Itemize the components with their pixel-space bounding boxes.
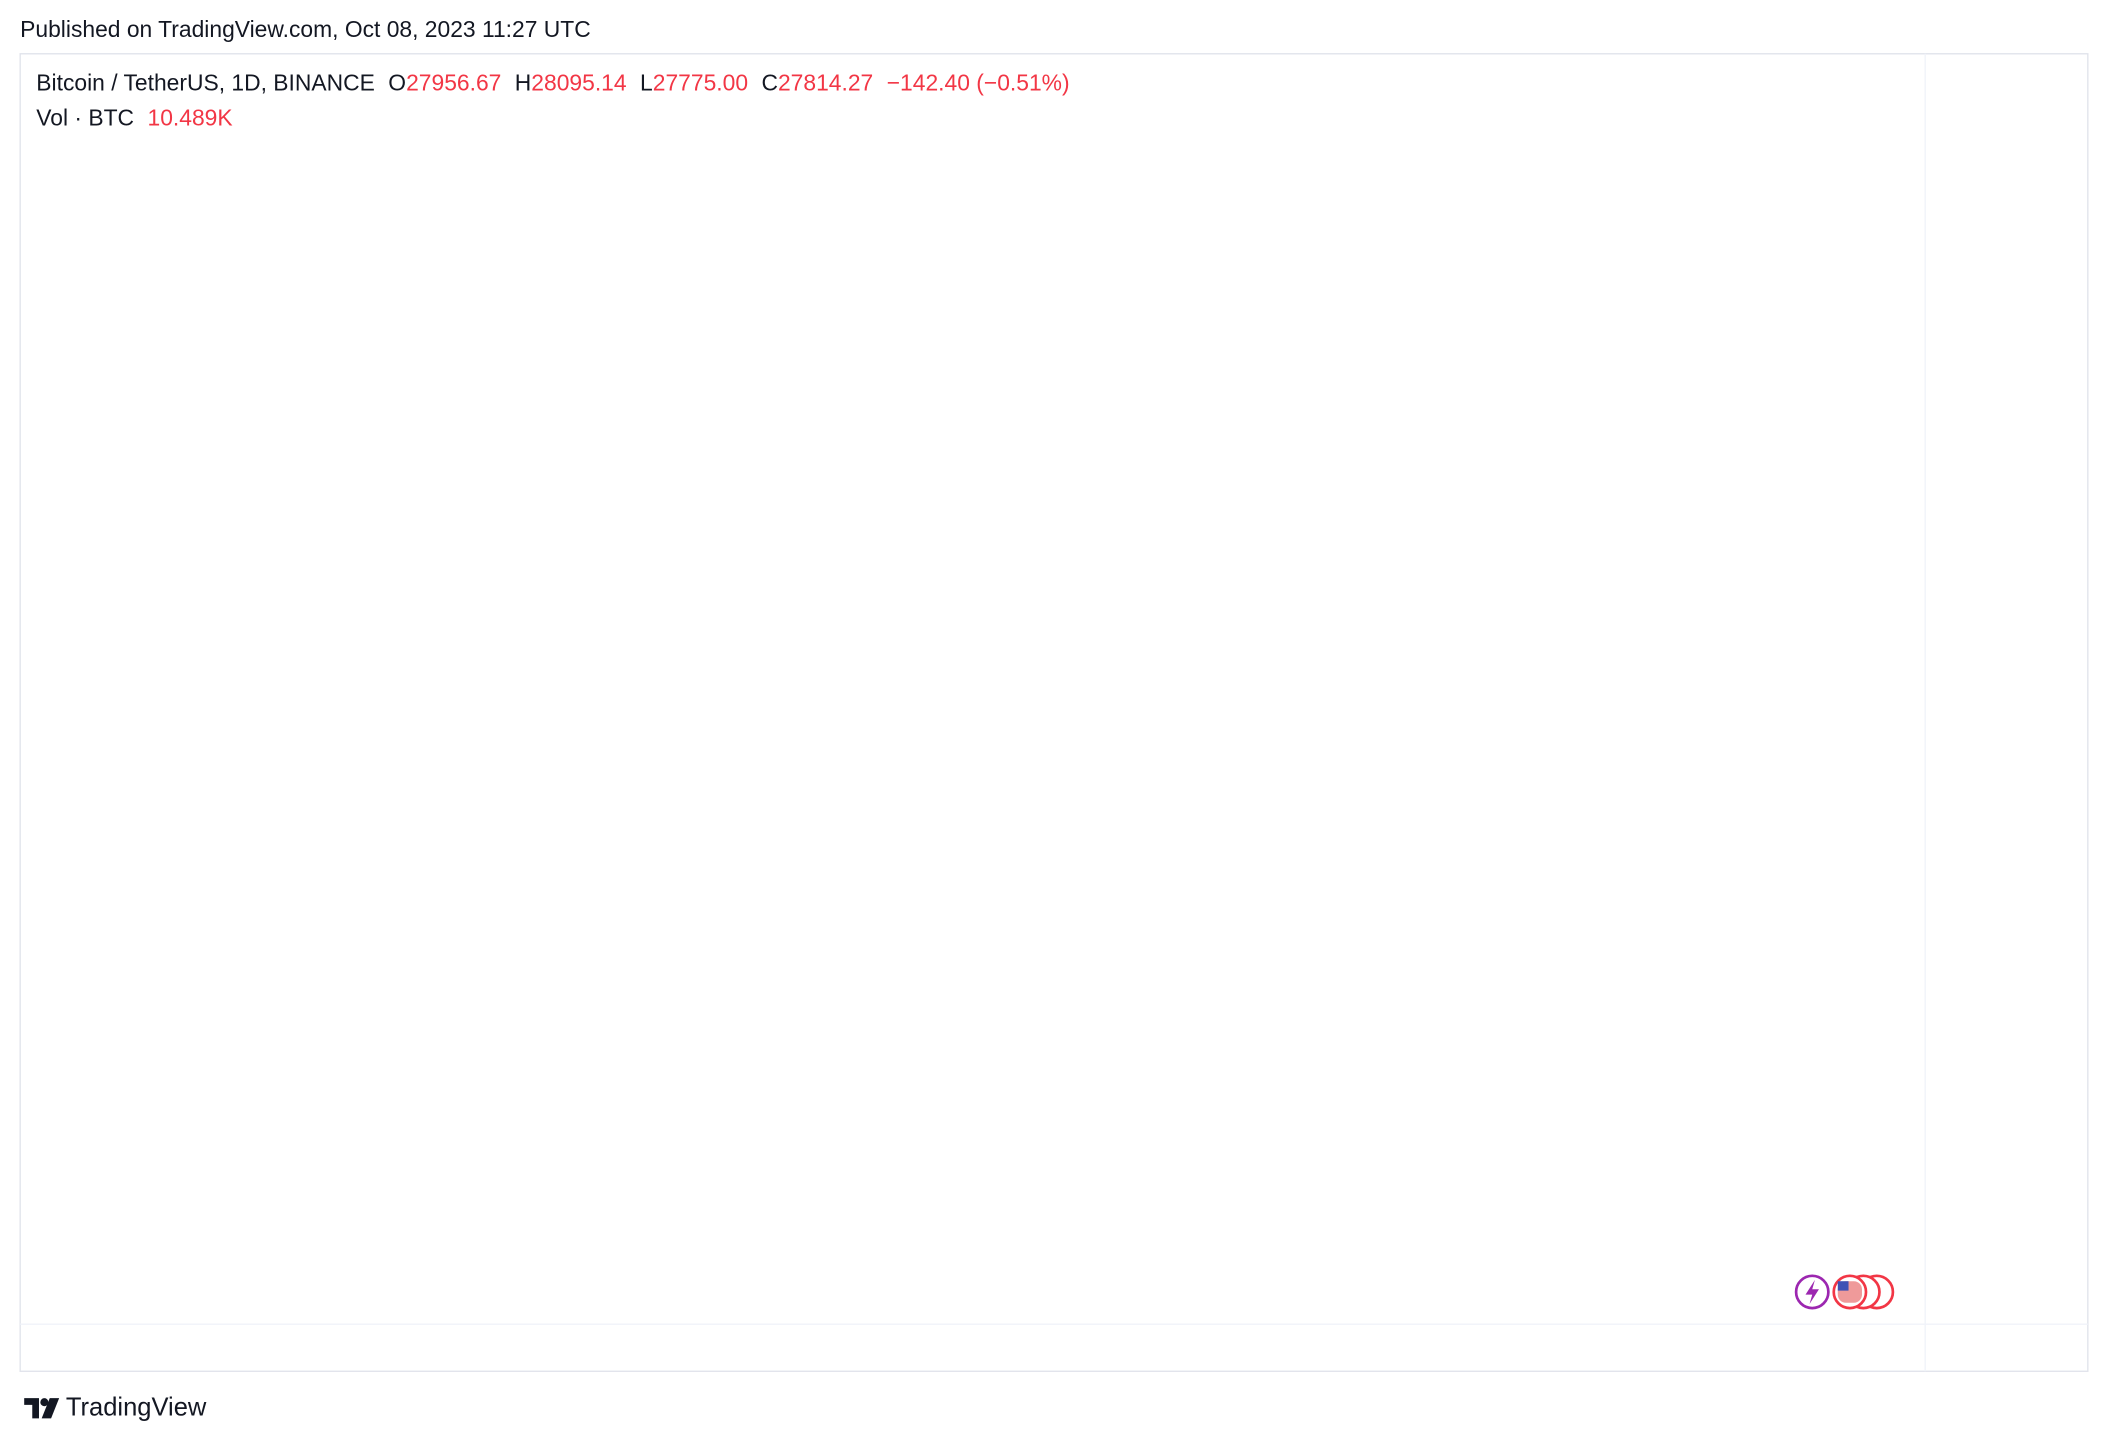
flag-canton [1837,1281,1849,1291]
volume-title: Vol · BTC [36,105,134,131]
legend-key: C [761,70,778,96]
volume-legend: Vol · BTC 10.489K [36,105,232,131]
legend-value: 28095.14 [531,70,627,96]
legend-value: 27956.67 [406,70,501,96]
logo-shape [41,1398,60,1419]
volume-legend-value: 10.489K [147,105,232,131]
logo-shape [24,1398,39,1419]
logo-dot [40,1398,49,1407]
legend-value: 27814.27 [778,70,873,96]
legend-key: O [388,70,406,96]
legend-key: L [640,70,653,96]
legend-key: H [515,70,532,96]
legend-value: 27775.00 [653,70,748,96]
legend-change: −142.40 (−0.51%) [887,70,1070,96]
chart-frame [19,53,2089,1372]
brand-logo: TradingView [24,1394,207,1422]
lightning-icon [1805,1279,1819,1305]
symbol: Bitcoin / TetherUS, 1D, BINANCE [36,70,375,96]
published-note: Published on TradingView.com, Oct 08, 20… [20,16,591,42]
event-icons[interactable] [1794,1274,1895,1310]
legend-line: Bitcoin / TetherUS, 1D, BINANCE O27956.67… [36,70,1069,96]
brand-name: TradingView [66,1394,207,1422]
